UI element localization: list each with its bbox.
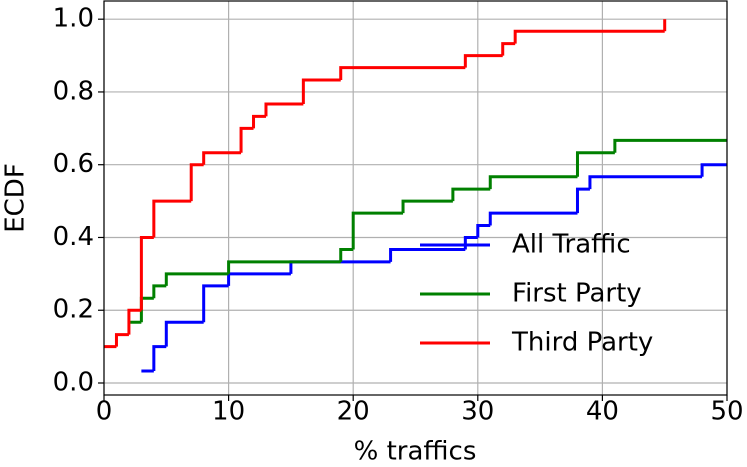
ecdf-step: [227, 260, 341, 274]
ecdf-step: [289, 260, 391, 274]
legend-label: First Party: [512, 279, 642, 309]
ecdf-step: [152, 345, 167, 371]
y-tick-label: 0.8: [53, 76, 94, 106]
ecdf-step: [114, 333, 129, 347]
ecdf-step: [202, 284, 229, 323]
ecdf-step: [476, 223, 491, 238]
ecdf-step: [202, 151, 242, 165]
ecdf-step: [488, 175, 578, 190]
y-axis-label: ECDF: [1, 163, 31, 233]
legend-label: All Traffic: [512, 230, 631, 260]
y-tick-label: 0.4: [53, 222, 94, 252]
ecdf-step: [501, 42, 516, 56]
ecdf-step: [127, 308, 142, 335]
x-tick-label: 0: [96, 397, 113, 427]
ecdf-step: [513, 29, 665, 44]
ecdf-step: [152, 199, 192, 238]
ecdf-step: [575, 187, 590, 214]
y-tick-label: 1.0: [53, 4, 94, 34]
ecdf-step: [700, 163, 727, 177]
ecdf-step: [389, 247, 466, 262]
ecdf-step: [264, 102, 304, 117]
ecdf-step: [139, 235, 154, 311]
y-tick-label: 0.0: [53, 367, 94, 397]
y-tick-label: 0.2: [53, 295, 94, 325]
ecdf-step: [152, 284, 167, 299]
ecdf-step: [613, 138, 727, 153]
ecdf-step: [239, 126, 254, 153]
ecdf-step: [301, 78, 341, 104]
ecdf-step: [164, 320, 204, 347]
ecdf-step: [463, 54, 503, 68]
ecdf-step: [401, 199, 453, 214]
ecdf-step: [339, 247, 354, 262]
x-axis-label: % traffics: [354, 437, 477, 467]
plot-frame: [103, 0, 728, 396]
ecdf-step: [227, 272, 291, 286]
legend-label: Third Party: [511, 328, 653, 358]
ecdf-step: [164, 272, 229, 286]
ecdf-step: [252, 114, 266, 129]
ecdf-step: [588, 175, 703, 190]
x-tick-label: 30: [461, 397, 494, 427]
y-tick-label: 0.6: [53, 149, 94, 179]
ecdf-step: [351, 211, 404, 250]
ecdf-step: [339, 66, 466, 80]
ecdf-step: [189, 163, 204, 202]
x-tick-label: 20: [337, 397, 370, 427]
ecdf-step: [463, 235, 478, 250]
ecdf-step: [488, 211, 578, 226]
ecdf-step: [451, 187, 491, 202]
x-tick-label: 40: [586, 397, 619, 427]
x-tick-label: 50: [710, 397, 743, 427]
ecdf-step: [575, 151, 615, 177]
x-tick-label: 10: [212, 397, 245, 427]
